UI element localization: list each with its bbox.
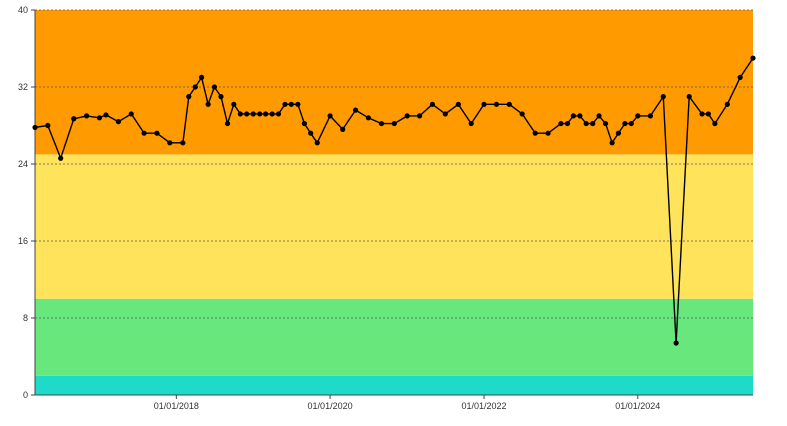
- data-point-3: [71, 116, 77, 122]
- data-point-42: [429, 101, 436, 107]
- data-point-34: [327, 113, 333, 119]
- data-point-67: [673, 340, 679, 346]
- axes: [34, 10, 753, 396]
- data-point-74: [750, 55, 756, 61]
- data-point-28: [282, 101, 288, 107]
- data-point-10: [154, 130, 160, 136]
- data-point-18: [218, 94, 224, 100]
- data-point-41: [416, 113, 423, 119]
- data-point-36: [352, 107, 359, 113]
- data-point-16: [205, 101, 211, 107]
- x-axis-ticks: 01/01/2018 01/01/2020 01/01/2022 01/01/2024: [154, 395, 660, 411]
- data-point-31: [301, 120, 307, 127]
- data-point-73: [737, 74, 743, 80]
- band-2: [35, 154, 753, 299]
- y-tick-label-0: 0: [23, 390, 28, 400]
- data-point-68: [686, 94, 692, 100]
- data-point-6: [103, 112, 109, 118]
- y-tick-label-3: 24: [18, 159, 28, 169]
- data-point-46: [481, 101, 487, 107]
- y-tick-label-1: 8: [23, 313, 28, 323]
- data-point-55: [577, 113, 583, 119]
- x-tick-label-3: 01/01/2024: [615, 401, 660, 411]
- y-tick-label-5: 40: [18, 5, 28, 15]
- band-3: [35, 10, 753, 155]
- data-point-66: [660, 94, 666, 100]
- data-point-29: [288, 101, 294, 107]
- data-point-19: [224, 120, 231, 127]
- data-point-0: [32, 124, 38, 131]
- data-point-56: [583, 120, 589, 127]
- data-point-23: [250, 111, 256, 117]
- data-point-22: [244, 111, 250, 117]
- data-point-13: [186, 94, 192, 100]
- data-point-1: [45, 122, 51, 129]
- data-point-60: [609, 140, 615, 146]
- data-point-33: [314, 140, 320, 146]
- data-point-54: [570, 113, 576, 119]
- y-tick-label-4: 32: [18, 82, 28, 92]
- data-point-45: [468, 120, 474, 127]
- data-point-43: [442, 111, 448, 117]
- data-point-27: [275, 111, 282, 117]
- data-point-62: [622, 120, 628, 127]
- y-tick-label-2: 16: [18, 236, 28, 246]
- threshold-bands: [35, 10, 753, 395]
- data-point-32: [308, 130, 314, 136]
- band-1: [35, 298, 753, 376]
- data-point-57: [590, 120, 596, 127]
- series-markers: [32, 55, 756, 346]
- data-point-61: [615, 130, 622, 136]
- data-point-71: [712, 120, 718, 127]
- data-point-9: [141, 130, 147, 136]
- data-point-12: [180, 140, 186, 146]
- data-point-30: [295, 101, 301, 107]
- data-point-4: [84, 113, 90, 119]
- x-tick-label-0: 01/01/2018: [154, 401, 199, 411]
- data-point-20: [231, 101, 237, 107]
- data-point-25: [263, 111, 269, 117]
- data-point-44: [455, 101, 461, 107]
- data-point-69: [699, 111, 705, 117]
- data-point-49: [519, 111, 525, 117]
- data-point-35: [340, 126, 346, 132]
- data-point-59: [602, 120, 609, 127]
- band-0: [35, 375, 753, 395]
- data-point-63: [628, 120, 634, 127]
- data-point-7: [115, 119, 122, 125]
- data-point-70: [705, 111, 711, 117]
- data-point-8: [128, 111, 134, 117]
- data-point-58: [596, 113, 602, 119]
- x-tick-label-1: 01/01/2020: [308, 401, 353, 411]
- data-point-2: [58, 155, 64, 161]
- data-point-48: [506, 101, 512, 107]
- data-point-51: [545, 130, 551, 136]
- data-point-64: [635, 113, 641, 119]
- data-point-5: [96, 115, 103, 121]
- data-point-65: [647, 113, 654, 119]
- x-tick-label-2: 01/01/2022: [462, 401, 507, 411]
- data-point-52: [558, 120, 564, 127]
- data-point-21: [237, 111, 243, 117]
- data-point-53: [564, 120, 571, 127]
- data-point-26: [269, 111, 275, 117]
- data-point-38: [378, 120, 385, 127]
- data-point-37: [365, 115, 372, 121]
- y-axis-ticks: 0 8 16 24 32 40: [18, 5, 35, 400]
- data-point-72: [724, 101, 730, 107]
- data-point-24: [257, 111, 263, 117]
- data-point-11: [167, 140, 173, 146]
- data-point-50: [532, 130, 538, 136]
- data-point-40: [404, 113, 410, 119]
- data-point-15: [198, 74, 205, 80]
- data-point-47: [493, 101, 500, 107]
- data-point-39: [391, 120, 397, 127]
- data-point-17: [211, 84, 218, 90]
- data-point-14: [192, 84, 198, 90]
